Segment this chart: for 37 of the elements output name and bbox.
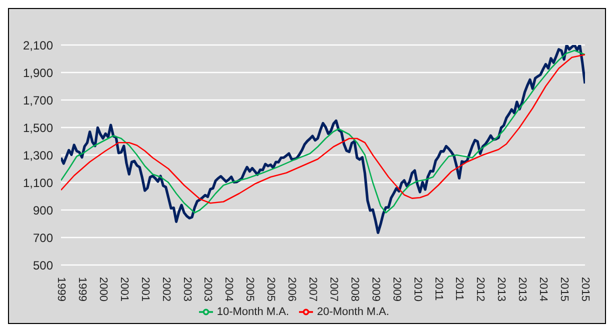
- x-tick-label: 2005: [264, 277, 277, 302]
- x-tick-label: 2002: [160, 277, 172, 302]
- x-tick-label: 2001: [138, 277, 151, 302]
- x-tick-label: 2013: [516, 277, 528, 302]
- x-tick-label: 1999: [55, 277, 67, 302]
- x-tick-label: 2010: [411, 277, 424, 302]
- x-tick-label: 2007: [306, 277, 319, 302]
- x-tick-label: 2015: [558, 277, 570, 302]
- x-tick-label: 2006: [286, 277, 298, 302]
- y-tick-label: 1,700: [22, 93, 54, 108]
- x-tick-label: 2005: [244, 277, 256, 302]
- x-tick-label: 2009: [369, 277, 382, 302]
- y-tick-label: 700: [32, 230, 54, 245]
- x-tick-label: 1999: [76, 277, 88, 302]
- y-tick-label: 2,100: [22, 38, 54, 52]
- y-tick-label: 1,300: [22, 148, 54, 162]
- x-tick-label: 2013: [495, 277, 508, 302]
- y-tick-label: 1,500: [22, 120, 54, 135]
- y-tick-label: 500: [32, 258, 54, 272]
- x-tick-label: 2003: [202, 277, 214, 302]
- x-tick-label: 2000: [96, 277, 109, 302]
- x-tick-label: 2007: [327, 277, 340, 302]
- legend-label: 20-Month M.A.: [317, 306, 390, 318]
- x-tick-label: 2015: [579, 277, 591, 302]
- x-tick-label: 2008: [348, 277, 360, 302]
- legend-label: 10-Month M.A.: [216, 306, 289, 318]
- x-tick-label: 2001: [118, 277, 130, 302]
- x-tick-label: 2014: [537, 277, 550, 302]
- y-tick-label: 1,900: [22, 66, 54, 80]
- y-tick-label: 1,100: [22, 176, 54, 190]
- y-tick-label: 900: [32, 203, 54, 218]
- x-tick-label: 2004: [222, 277, 235, 302]
- x-tick-label: 2009: [390, 277, 402, 302]
- x-tick-label: 2011: [453, 277, 466, 301]
- x-tick-label: 2012: [474, 277, 486, 302]
- x-tick-label: 2003: [180, 277, 193, 302]
- x-tick-label: 2011: [432, 277, 444, 301]
